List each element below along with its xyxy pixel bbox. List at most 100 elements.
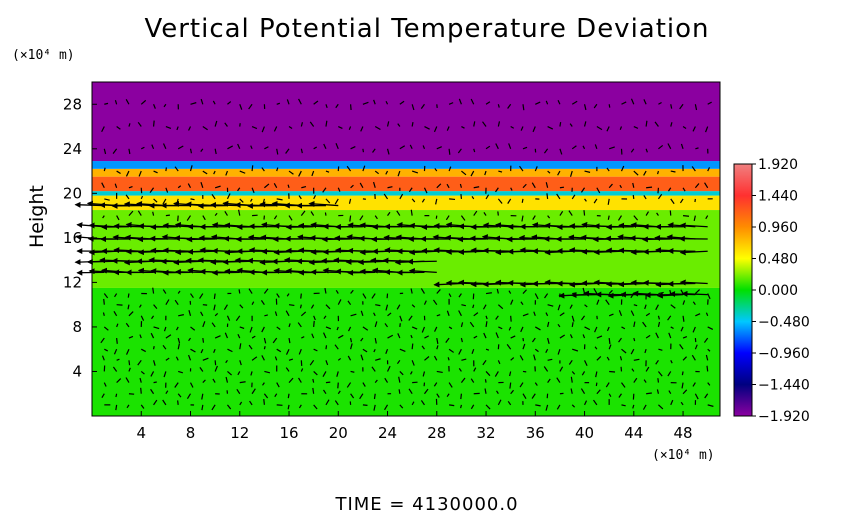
wind-arrow (544, 293, 549, 299)
wind-arrow (248, 344, 253, 350)
wind-arrow (584, 360, 588, 367)
wind-arrow (150, 332, 155, 339)
x-tick-label: 16 (279, 424, 298, 442)
wind-arrow (350, 289, 354, 294)
wind-arrow (436, 183, 442, 189)
wind-arrow (545, 404, 549, 411)
wind-arrow (485, 371, 491, 377)
wind-arrow (408, 315, 413, 321)
x-tick-label: 24 (378, 424, 397, 442)
wind-arrow (607, 198, 610, 205)
wind-arrow (177, 400, 179, 405)
wind-arrow (667, 371, 672, 377)
wind-arrow (140, 387, 142, 394)
wind-arrow (460, 215, 466, 221)
wind-arrow (497, 104, 500, 108)
wind-arrow (582, 334, 586, 339)
wind-arrow (125, 322, 130, 328)
wind-arrow (436, 289, 441, 294)
wind-arrow (460, 377, 466, 383)
wind-arrow (313, 371, 318, 376)
wind-arrow (469, 321, 475, 328)
wind-arrow (559, 122, 562, 127)
wind-arrow (373, 393, 376, 400)
wind-arrow (446, 393, 450, 398)
wind-arrow (383, 193, 389, 200)
wind-arrow (507, 198, 512, 204)
wind-arrow (261, 355, 265, 361)
wind-arrow (285, 348, 290, 355)
wind-arrow (264, 146, 269, 150)
wind-arrow (153, 399, 158, 406)
wind-arrow (559, 186, 565, 189)
wind-arrow (346, 165, 352, 172)
wind-arrow (338, 125, 343, 130)
wind-arrow (260, 300, 265, 306)
wind-arrow (642, 248, 671, 255)
wind-arrow (497, 121, 501, 127)
wind-arrow (225, 359, 228, 364)
wind-arrow (633, 337, 636, 342)
wind-arrow (322, 332, 327, 339)
colorbar-tick-label: 0.000 (758, 283, 798, 299)
wind-arrow (482, 121, 487, 127)
wind-arrow (643, 379, 647, 383)
wind-arrow (682, 300, 686, 305)
wind-arrow (522, 146, 528, 150)
wind-arrow (104, 198, 110, 201)
wind-arrow (387, 334, 394, 339)
wind-arrow (288, 377, 294, 384)
wind-arrow (594, 346, 598, 350)
wind-arrow (606, 167, 610, 172)
y-tick-label: 20 (63, 184, 82, 202)
wind-arrow (263, 288, 269, 294)
wind-arrow (482, 247, 511, 254)
wind-arrow (704, 393, 709, 399)
wind-arrow (285, 310, 290, 317)
wind-arrow (374, 170, 379, 175)
wind-arrow (448, 348, 455, 353)
wind-arrow (608, 393, 612, 398)
wind-arrow (495, 390, 499, 395)
wind-arrow (433, 355, 438, 361)
wind-arrow (313, 320, 315, 327)
wind-arrow (707, 101, 712, 105)
wind-arrow (506, 344, 512, 350)
y-tick-label: 12 (63, 273, 82, 291)
wind-arrow (251, 125, 258, 130)
wind-arrow (421, 345, 425, 350)
wind-arrow (568, 210, 573, 216)
wind-arrow (189, 165, 193, 172)
wind-arrow (375, 358, 381, 361)
wind-arrow (226, 193, 231, 200)
wind-arrow (483, 212, 487, 216)
x-tick-label: 20 (329, 424, 348, 442)
wind-arrow (508, 290, 512, 294)
wind-arrow (127, 304, 130, 310)
wind-arrow (286, 293, 290, 297)
wind-arrow (213, 293, 216, 300)
wind-arrow (201, 404, 204, 411)
wind-arrow (385, 304, 389, 311)
wind-arrow (298, 195, 302, 200)
wind-arrow (620, 165, 625, 172)
wind-arrow (594, 326, 598, 333)
wind-arrow (308, 200, 339, 207)
wind-arrow (177, 290, 181, 294)
wind-arrow (125, 194, 130, 200)
wind-arrow (239, 343, 242, 350)
wind-arrow (556, 193, 561, 200)
wind-arrow (359, 215, 364, 221)
wind-arrow (162, 198, 167, 205)
wind-arrow (214, 312, 219, 317)
wind-arrow (348, 126, 352, 130)
wind-arrow (680, 143, 684, 149)
wind-arrow (596, 126, 603, 131)
wind-arrow (655, 332, 659, 339)
wind-arrow (261, 126, 265, 133)
wind-arrow (461, 126, 465, 129)
wind-arrow (249, 400, 253, 406)
wind-arrow (632, 182, 635, 188)
wind-arrow (116, 323, 119, 328)
wind-arrow (596, 335, 603, 339)
